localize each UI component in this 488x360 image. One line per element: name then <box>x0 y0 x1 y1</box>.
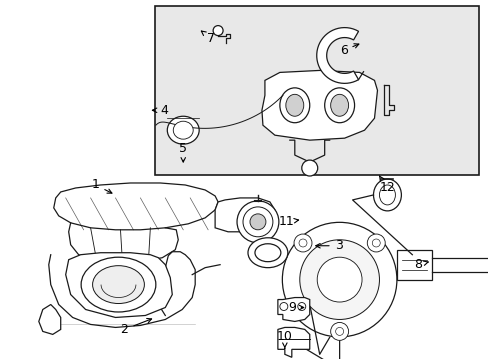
Ellipse shape <box>299 240 379 319</box>
Text: 1: 1 <box>91 179 112 193</box>
Bar <box>397 250 431 280</box>
Polygon shape <box>277 328 309 357</box>
Ellipse shape <box>167 116 199 144</box>
Circle shape <box>213 26 223 36</box>
Text: 6: 6 <box>339 44 358 57</box>
Bar <box>155 6 478 175</box>
Ellipse shape <box>243 207 272 237</box>
Polygon shape <box>39 305 61 334</box>
Ellipse shape <box>249 214 265 230</box>
Text: 2: 2 <box>121 319 151 336</box>
Ellipse shape <box>285 94 303 116</box>
Ellipse shape <box>282 222 396 337</box>
Text: 8: 8 <box>413 258 427 271</box>
Ellipse shape <box>173 121 193 139</box>
Ellipse shape <box>324 88 354 123</box>
Circle shape <box>371 239 380 247</box>
Polygon shape <box>262 71 377 140</box>
Text: 11: 11 <box>278 215 298 228</box>
Circle shape <box>298 239 306 247</box>
Ellipse shape <box>279 88 309 123</box>
Polygon shape <box>65 253 172 318</box>
Text: 4: 4 <box>152 104 168 117</box>
Polygon shape <box>54 183 218 230</box>
Polygon shape <box>316 28 358 84</box>
Ellipse shape <box>373 179 401 211</box>
Polygon shape <box>215 198 274 232</box>
Ellipse shape <box>379 185 395 205</box>
Text: 9: 9 <box>287 301 303 314</box>
Text: 12: 12 <box>379 176 394 194</box>
Text: 10: 10 <box>276 330 292 348</box>
Circle shape <box>279 302 287 310</box>
Ellipse shape <box>237 201 278 243</box>
Polygon shape <box>277 298 309 321</box>
Ellipse shape <box>247 238 287 268</box>
Ellipse shape <box>81 257 156 312</box>
Ellipse shape <box>330 94 348 116</box>
Circle shape <box>330 323 348 340</box>
Ellipse shape <box>317 257 361 302</box>
Text: 5: 5 <box>179 141 187 162</box>
Circle shape <box>293 234 311 252</box>
Text: 7: 7 <box>201 31 215 45</box>
Circle shape <box>366 234 385 252</box>
Ellipse shape <box>254 244 280 262</box>
Circle shape <box>301 160 317 176</box>
Ellipse shape <box>92 266 144 303</box>
Circle shape <box>297 302 305 310</box>
Text: 3: 3 <box>315 239 342 252</box>
Circle shape <box>335 328 343 336</box>
